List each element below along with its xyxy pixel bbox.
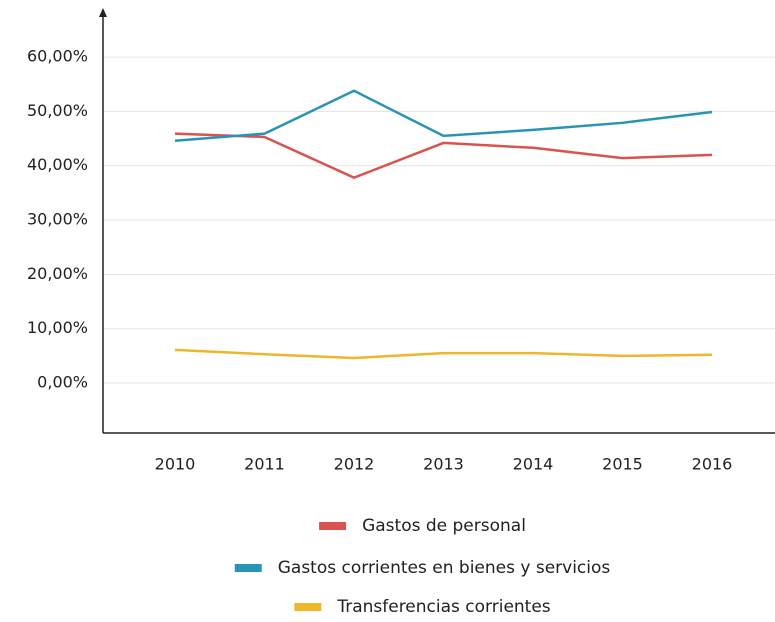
y-axis-arrow: [99, 8, 107, 17]
x-tick-label: 2013: [423, 455, 464, 474]
y-tick-label: 0,00%: [37, 373, 88, 392]
y-tick-label: 40,00%: [27, 155, 88, 174]
x-tick-label: 2012: [334, 455, 375, 474]
x-tick-label: 2015: [602, 455, 643, 474]
legend-item: Transferencias corrientes: [294, 597, 551, 617]
y-tick-label: 10,00%: [27, 318, 88, 337]
x-tick-label: 2014: [513, 455, 554, 474]
legend-swatch: [294, 603, 322, 611]
y-tick-label: 30,00%: [27, 210, 88, 229]
x-tick-label: 2010: [155, 455, 196, 474]
series-line: [174, 89, 713, 142]
x-tick-label: 2011: [244, 455, 285, 474]
legend-swatch: [234, 564, 262, 572]
y-tick-label: 20,00%: [27, 264, 88, 283]
legend-item: Gastos corrientes en bienes y servicios: [234, 558, 611, 578]
series-line: [174, 132, 713, 180]
x-tick-label: 2016: [692, 455, 733, 474]
legend-label: Gastos corrientes en bienes y servicios: [278, 558, 611, 578]
legend-label: Transferencias corrientes: [336, 597, 550, 617]
legend-label: Gastos de personal: [362, 516, 526, 536]
series-line: [174, 348, 713, 360]
y-tick-label: 50,00%: [27, 101, 88, 120]
y-tick-label: 60,00%: [27, 47, 88, 66]
legend-item: Gastos de personal: [319, 516, 526, 536]
legend-swatch: [319, 522, 347, 530]
